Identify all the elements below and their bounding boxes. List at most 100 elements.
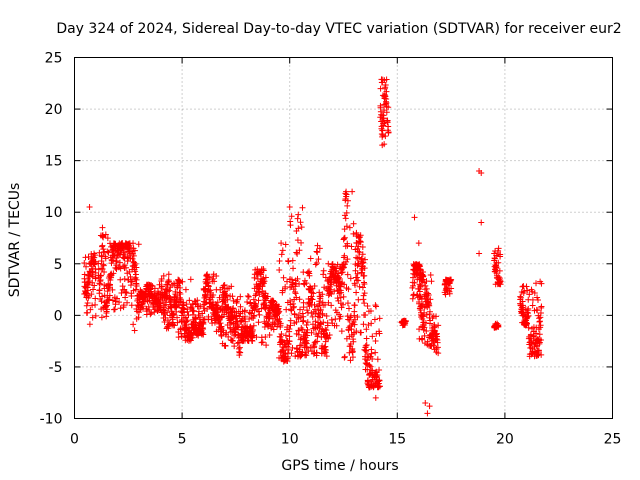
data-point [86,321,93,328]
data-point [311,339,318,346]
data-point [534,294,541,301]
data-point [361,265,368,272]
data-point [184,308,191,315]
data-point [323,312,330,319]
data-point [113,257,120,264]
data-point [256,270,263,277]
data-point [90,286,97,293]
data-point [346,224,353,231]
data-point [256,311,263,318]
data-point [448,285,455,292]
data-point [121,262,128,269]
data-point [116,259,123,266]
data-point [319,311,326,318]
data-point [206,288,213,295]
data-point [426,403,433,410]
data-point [288,350,295,357]
data-point [182,286,189,293]
data-point [337,289,344,296]
data-point [334,295,341,302]
data-point [177,291,184,298]
data-point [341,235,348,242]
data-point [419,315,426,322]
data-point [285,341,292,348]
data-point [349,348,356,355]
data-point [534,352,541,359]
data-point [280,274,287,281]
data-point [538,303,545,310]
data-point [322,274,329,281]
data-point [348,326,355,333]
data-point [342,215,349,222]
data-point [165,271,172,278]
data-point [223,292,230,299]
data-point [420,313,427,320]
data-point [214,299,221,306]
data-point [255,319,262,326]
data-point [313,259,320,266]
data-point [322,347,329,354]
data-point [279,338,286,345]
data-point [344,202,351,209]
data-point [316,325,323,332]
data-point [262,274,269,281]
data-point [525,312,532,319]
data-point [419,276,426,283]
data-point [197,314,204,321]
data-point [446,290,453,297]
data-point [529,302,536,309]
data-point [493,252,500,259]
data-point [369,333,376,340]
data-point [167,295,174,302]
data-point [89,314,96,321]
data-point [128,302,135,309]
data-point [435,322,442,329]
data-point [200,326,207,333]
data-point [166,287,173,294]
data-point [236,313,243,320]
data-point [422,400,429,407]
data-point [319,291,326,298]
data-point [189,334,196,341]
data-point [427,272,434,279]
data-point [361,290,368,297]
data-point [104,248,111,255]
data-point [295,225,302,232]
data-point [495,322,502,329]
data-point [116,299,123,306]
data-point [122,264,129,271]
data-point [340,293,347,300]
data-point [423,327,430,334]
data-point [132,271,139,278]
data-point [311,283,318,290]
data-point [537,310,544,317]
data-point [233,312,240,319]
data-point [113,295,120,302]
data-point [159,297,166,304]
data-point [184,317,191,324]
data-point [517,294,524,301]
data-point [160,310,167,317]
data-point [303,321,310,328]
data-point [533,330,540,337]
data-point [259,339,266,346]
data-point [358,329,365,336]
data-point [133,264,140,271]
data-point [315,256,322,263]
x-axis-label: GPS time / hours [281,458,398,474]
data-point [495,259,502,266]
data-point [379,132,386,139]
data-point [536,331,543,338]
data-point [124,299,131,306]
data-point [96,287,103,294]
data-point [421,332,428,339]
data-point [434,344,441,351]
data-point [529,288,536,295]
data-point [341,234,348,241]
data-point [290,303,297,310]
data-point [368,382,375,389]
data-point [283,337,290,344]
data-point [376,367,383,374]
data-point [234,296,241,303]
